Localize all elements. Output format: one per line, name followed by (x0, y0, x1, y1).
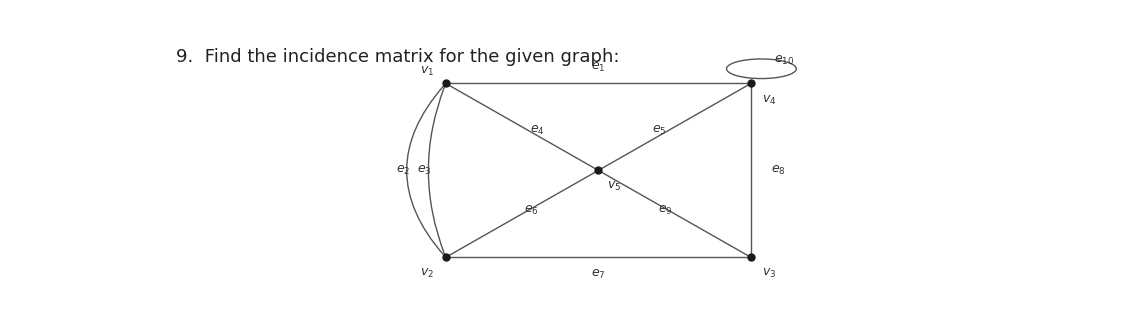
Text: $e_4$: $e_4$ (530, 124, 544, 137)
Text: 9.  Find the incidence matrix for the given graph:: 9. Find the incidence matrix for the giv… (176, 48, 619, 66)
Text: $v_4$: $v_4$ (762, 94, 776, 107)
Text: $v_2$: $v_2$ (421, 266, 434, 280)
Text: $e_{10}$: $e_{10}$ (774, 54, 794, 67)
Text: $e_8$: $e_8$ (771, 164, 785, 177)
Text: $v_5$: $v_5$ (606, 179, 621, 193)
Text: $v_3$: $v_3$ (762, 266, 776, 280)
Text: $e_3$: $e_3$ (417, 164, 432, 177)
FancyArrowPatch shape (406, 86, 444, 255)
Text: $v_1$: $v_1$ (421, 65, 434, 78)
FancyArrowPatch shape (429, 86, 444, 255)
Text: $e_7$: $e_7$ (591, 268, 605, 281)
Text: $e_2$: $e_2$ (396, 164, 411, 177)
Text: $e_6$: $e_6$ (524, 204, 539, 217)
Text: $e_1$: $e_1$ (591, 61, 605, 74)
Text: $e_5$: $e_5$ (652, 124, 667, 137)
Text: $e_9$: $e_9$ (658, 204, 673, 217)
